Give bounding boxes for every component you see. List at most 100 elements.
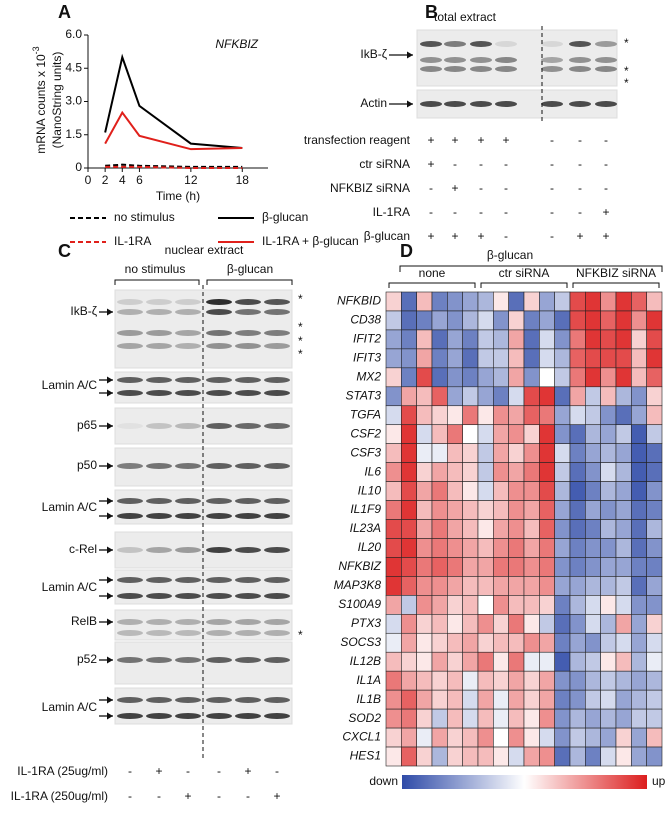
- heat-cell: [401, 329, 417, 350]
- heat-cell: [600, 557, 617, 577]
- heat-cell: [631, 576, 647, 596]
- band: [264, 390, 290, 396]
- heat-cell: [416, 481, 433, 501]
- group-label: NFKBIZ siRNA: [576, 266, 656, 280]
- band: [206, 657, 232, 663]
- band: [206, 619, 232, 625]
- heat-cell: [539, 443, 555, 463]
- heat-cell: [585, 746, 601, 767]
- heat-cell: [600, 519, 617, 539]
- heat-cell: [631, 291, 647, 312]
- arrow-head: [107, 592, 113, 600]
- heat-cell: [631, 462, 647, 482]
- heat-cell: [569, 614, 586, 634]
- band: [235, 593, 261, 599]
- heat-cell: [569, 538, 586, 558]
- heat-cell: [569, 424, 586, 444]
- heat-cell: [401, 386, 417, 407]
- heat-cell: [585, 367, 601, 388]
- band: [569, 66, 591, 72]
- heat-cell: [477, 708, 494, 729]
- heat-cell: [646, 405, 663, 426]
- band: [175, 593, 201, 599]
- band: [235, 330, 261, 336]
- arrow-head: [107, 462, 113, 470]
- band: [175, 299, 201, 305]
- treatment-mark: -: [504, 157, 508, 171]
- heat-cell: [385, 632, 402, 653]
- heat-cell: [385, 651, 402, 672]
- heat-cell: [416, 538, 433, 558]
- y-axis-label: (NanoString units): [50, 52, 64, 149]
- heat-cell: [600, 310, 617, 331]
- heat-cell: [569, 348, 586, 369]
- heat-cell: [493, 348, 509, 369]
- heat-cell: [508, 310, 525, 331]
- bracket: [388, 282, 476, 288]
- heat-cell: [416, 689, 433, 710]
- treatment-mark: -: [550, 205, 554, 219]
- heat-cell: [523, 746, 540, 767]
- heat-cell: [477, 386, 494, 407]
- heat-cell: [462, 595, 479, 615]
- arrow-head: [107, 376, 113, 384]
- heat-cell: [493, 367, 509, 388]
- heat-cell: [462, 746, 479, 767]
- heat-cell: [447, 727, 463, 748]
- row-label: PTX3: [351, 616, 381, 630]
- row-label: CSF2: [350, 426, 381, 440]
- heat-cell: [615, 746, 632, 767]
- heat-cell: [569, 651, 586, 672]
- heat-cell: [447, 424, 463, 444]
- heat-cell: [431, 310, 448, 331]
- heat-cell: [585, 595, 601, 615]
- heat-cell: [477, 632, 494, 653]
- heat-cell: [431, 519, 448, 539]
- y-tick-label: 6.0: [65, 27, 82, 41]
- heat-cell: [585, 519, 601, 539]
- heat-cell: [523, 576, 540, 596]
- treatment-mark: -: [550, 133, 554, 147]
- heat-cell: [508, 746, 525, 767]
- heat-cell: [431, 746, 448, 767]
- treatment-mark: +: [155, 764, 162, 778]
- heat-cell: [477, 405, 494, 426]
- asterisk: *: [298, 628, 303, 642]
- band: [595, 57, 617, 63]
- heat-cell: [585, 500, 601, 520]
- heat-cell: [539, 462, 555, 482]
- heat-cell: [401, 595, 417, 615]
- band: [117, 309, 143, 315]
- heat-cell: [416, 386, 433, 407]
- treatment-mark: -: [578, 157, 582, 171]
- heat-cell: [416, 405, 433, 426]
- heat-cell: [631, 632, 647, 653]
- band: [146, 697, 172, 703]
- heat-cell: [493, 405, 509, 426]
- band: [541, 57, 563, 63]
- heat-cell: [615, 310, 632, 331]
- band: [235, 343, 261, 349]
- heat-cell: [401, 462, 417, 482]
- row-label: MX2: [356, 369, 381, 383]
- row-label: ctr siRNA: [359, 157, 410, 171]
- heat-cell: [385, 500, 402, 520]
- treatment-mark: +: [576, 229, 583, 243]
- heat-cell: [431, 329, 448, 350]
- heat-cell: [493, 329, 509, 350]
- heat-cell: [385, 310, 402, 331]
- band: [146, 593, 172, 599]
- heat-cell: [539, 708, 555, 729]
- x-tick-label: 2: [102, 173, 109, 187]
- heat-cell: [447, 746, 463, 767]
- heat-cell: [631, 708, 647, 729]
- heat-cell: [554, 329, 571, 350]
- band: [235, 390, 261, 396]
- heat-cell: [401, 367, 417, 388]
- heat-cell: [447, 632, 463, 653]
- heat-cell: [431, 538, 448, 558]
- x-tick-label: 18: [236, 173, 250, 187]
- band: [235, 377, 261, 383]
- heat-cell: [523, 500, 540, 520]
